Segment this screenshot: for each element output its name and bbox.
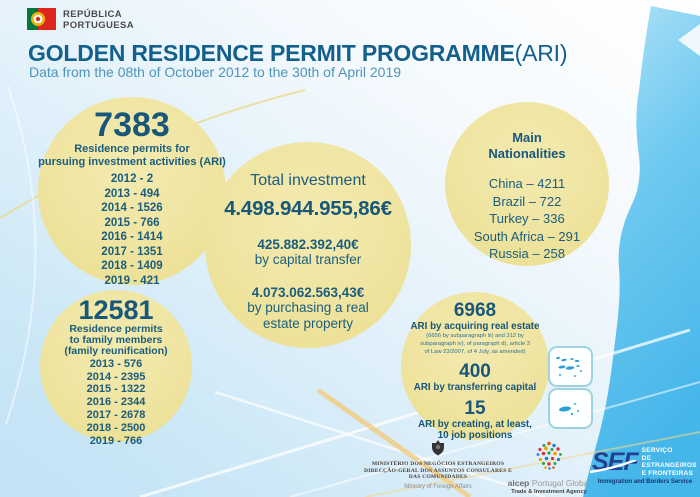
law-note: of Law 23/2007, of 4 July, as amended): [424, 349, 526, 355]
bubble-family-permits: 12581 Residence permits to family member…: [40, 290, 192, 447]
nationality-row: Russia – 258: [489, 246, 565, 261]
law-note: subparagraph iv), of paragraph d), artic…: [420, 341, 530, 347]
ministry-crest-icon: [432, 440, 444, 456]
year-row: 2016 - 2344: [86, 396, 146, 409]
year-row: 2014 - 1526: [101, 202, 163, 214]
bubble-ari-types: 6968 ARI by acquiring real estate (6656 …: [401, 292, 549, 441]
madeira-map-box: [548, 388, 593, 429]
jobs-type-label: 10 job positions: [437, 430, 513, 441]
ministry-logo-block: MINISTÉRIO DOS NEGÓCIOS ESTRANGEIROS DIR…: [350, 440, 526, 490]
investment-total: 4.498.944.955,86€: [224, 197, 392, 220]
nationality-row: Brazil – 722: [492, 193, 562, 209]
page-subtitle: Data from the 08th of October 2012 to th…: [29, 64, 402, 80]
ministry-english-name: Ministry of Foreign Affairs: [404, 483, 472, 490]
permits-ari-label: Residence permits for: [74, 143, 190, 155]
family-year-list: 2013 - 576 2014 - 2395 2015 - 1322 2016 …: [40, 358, 192, 448]
portugal-map: [583, 6, 700, 497]
family-label: to family members: [69, 334, 163, 347]
year-row: 2018 - 1409: [101, 260, 163, 272]
sef-name: SERVIÇO DE ESTRANGEIROS E FRONTEIRAS: [642, 447, 698, 477]
year-row: 2015 - 766: [104, 216, 160, 229]
nationality-row: South Africa – 291: [473, 228, 581, 244]
real-estate-count: 6968: [453, 300, 497, 321]
year-row: 2017 - 2678: [86, 409, 146, 422]
logo-text-line1: REPÚBLICA: [63, 9, 123, 20]
ministry-name: DIRECÇÃO-GERAL DOS ASSUNTOS CONSULARES E: [363, 467, 513, 474]
jobs-count: 15: [464, 398, 486, 419]
aicep-name-bold: aicep: [507, 478, 530, 488]
jobs-type-label: ARI by creating, at least,: [418, 419, 532, 430]
capital-transfer-amount: 425.882.392,40€: [257, 237, 359, 252]
real-estate-label: by purchasing a real: [247, 300, 369, 315]
capital-type-label: ARI by transferring capital: [413, 382, 537, 393]
sef-logo-block: SEF SERVIÇO DE ESTRANGEIROS E FRONTEIRAS…: [590, 447, 698, 486]
real-estate-type-label: ARI by acquiring real estate: [410, 321, 540, 332]
bubble-nationalities: Main Nationalities China – 4211 Brazil –…: [445, 102, 609, 266]
aicep-logo-block: aicep Portugal Global Trade & Investment…: [505, 440, 593, 495]
aicep-name: aicep Portugal Global: [505, 478, 593, 488]
bubble-total-investment: Total investment 4.498.944.955,86€ 425.8…: [205, 142, 411, 348]
page-title: GOLDEN RESIDENCE PERMIT PROGRAMME(ARI): [28, 40, 568, 67]
logo-text-line2: PORTUGUESA: [63, 20, 135, 31]
sef-tagline: Immigration and Borders Service: [597, 479, 693, 486]
year-row: 2013 - 576: [89, 357, 143, 370]
permits-ari-label: pursuing investment activities (ARI): [38, 155, 226, 168]
family-label: (family reunification): [64, 345, 168, 358]
nationality-row: Turkey – 336: [489, 211, 565, 226]
sef-name-line: SERVIÇO: [641, 447, 673, 454]
year-row: 2018 - 2500: [86, 422, 146, 435]
aicep-tagline: Trade & Investment Agency: [511, 489, 587, 495]
year-row: 2017 - 1351: [101, 245, 163, 258]
nationality-row: China – 4211: [488, 176, 566, 191]
sef-name-line: DE ESTRANGEIROS: [641, 454, 697, 470]
government-logo: REPÚBLICA PORTUGUESA: [27, 7, 134, 31]
azores-islands-icon: [556, 356, 583, 377]
investment-title: Total investment: [250, 172, 366, 189]
nationalities-title: Nationalities: [488, 146, 566, 161]
permits-ari-total: 7383: [94, 106, 170, 144]
year-row: 2019 - 766: [89, 435, 143, 448]
year-row: 2016 - 1414: [101, 231, 163, 243]
aicep-name-rest: Portugal Global: [529, 478, 591, 488]
nationalities-title: Main: [512, 130, 542, 145]
year-row: 2015 - 1322: [86, 383, 146, 396]
bubble-permits-ari: 7383 Residence permits for pursuing inve…: [38, 97, 226, 288]
capital-count: 400: [459, 361, 491, 382]
year-row: 2014 - 2395: [86, 370, 146, 383]
nationalities-list: China – 4211 Brazil – 722 Turkey – 336 S…: [445, 175, 609, 263]
family-total: 12581: [78, 295, 154, 325]
ministry-name: MINISTÉRIO DOS NEGÓCIOS ESTRANGEIROS: [371, 461, 505, 467]
aicep-globe-icon: [536, 441, 562, 470]
capital-transfer-label: by capital transfer: [254, 252, 362, 267]
law-note: (6656 by subparagraph iii) and 312 by: [426, 333, 524, 339]
real-estate-label: estate property: [262, 316, 354, 331]
year-row: 2019 - 421: [104, 274, 160, 287]
permits-ari-year-list: 2012 - 2 2013 - 494 2014 - 1526 2015 - 7…: [38, 172, 226, 288]
year-row: 2012 - 2: [110, 173, 154, 185]
family-label: Residence permits: [69, 323, 163, 335]
real-estate-amount: 4.073.062.563,43€: [251, 285, 365, 300]
title-suffix: (ARI): [514, 40, 568, 66]
madeira-islands-icon: [559, 403, 579, 416]
sef-swallow-icon: [590, 459, 637, 473]
portuguese-flag-icon: [27, 8, 56, 30]
azores-map-box: [548, 346, 593, 387]
ministry-name: DAS COMUNIDADES: [408, 474, 468, 481]
year-row: 2013 - 494: [104, 187, 160, 200]
sef-wordmark: SEF: [590, 449, 639, 475]
title-main: GOLDEN RESIDENCE PERMIT PROGRAMME: [28, 40, 515, 66]
sef-name-line: E FRONTEIRAS: [641, 469, 694, 477]
